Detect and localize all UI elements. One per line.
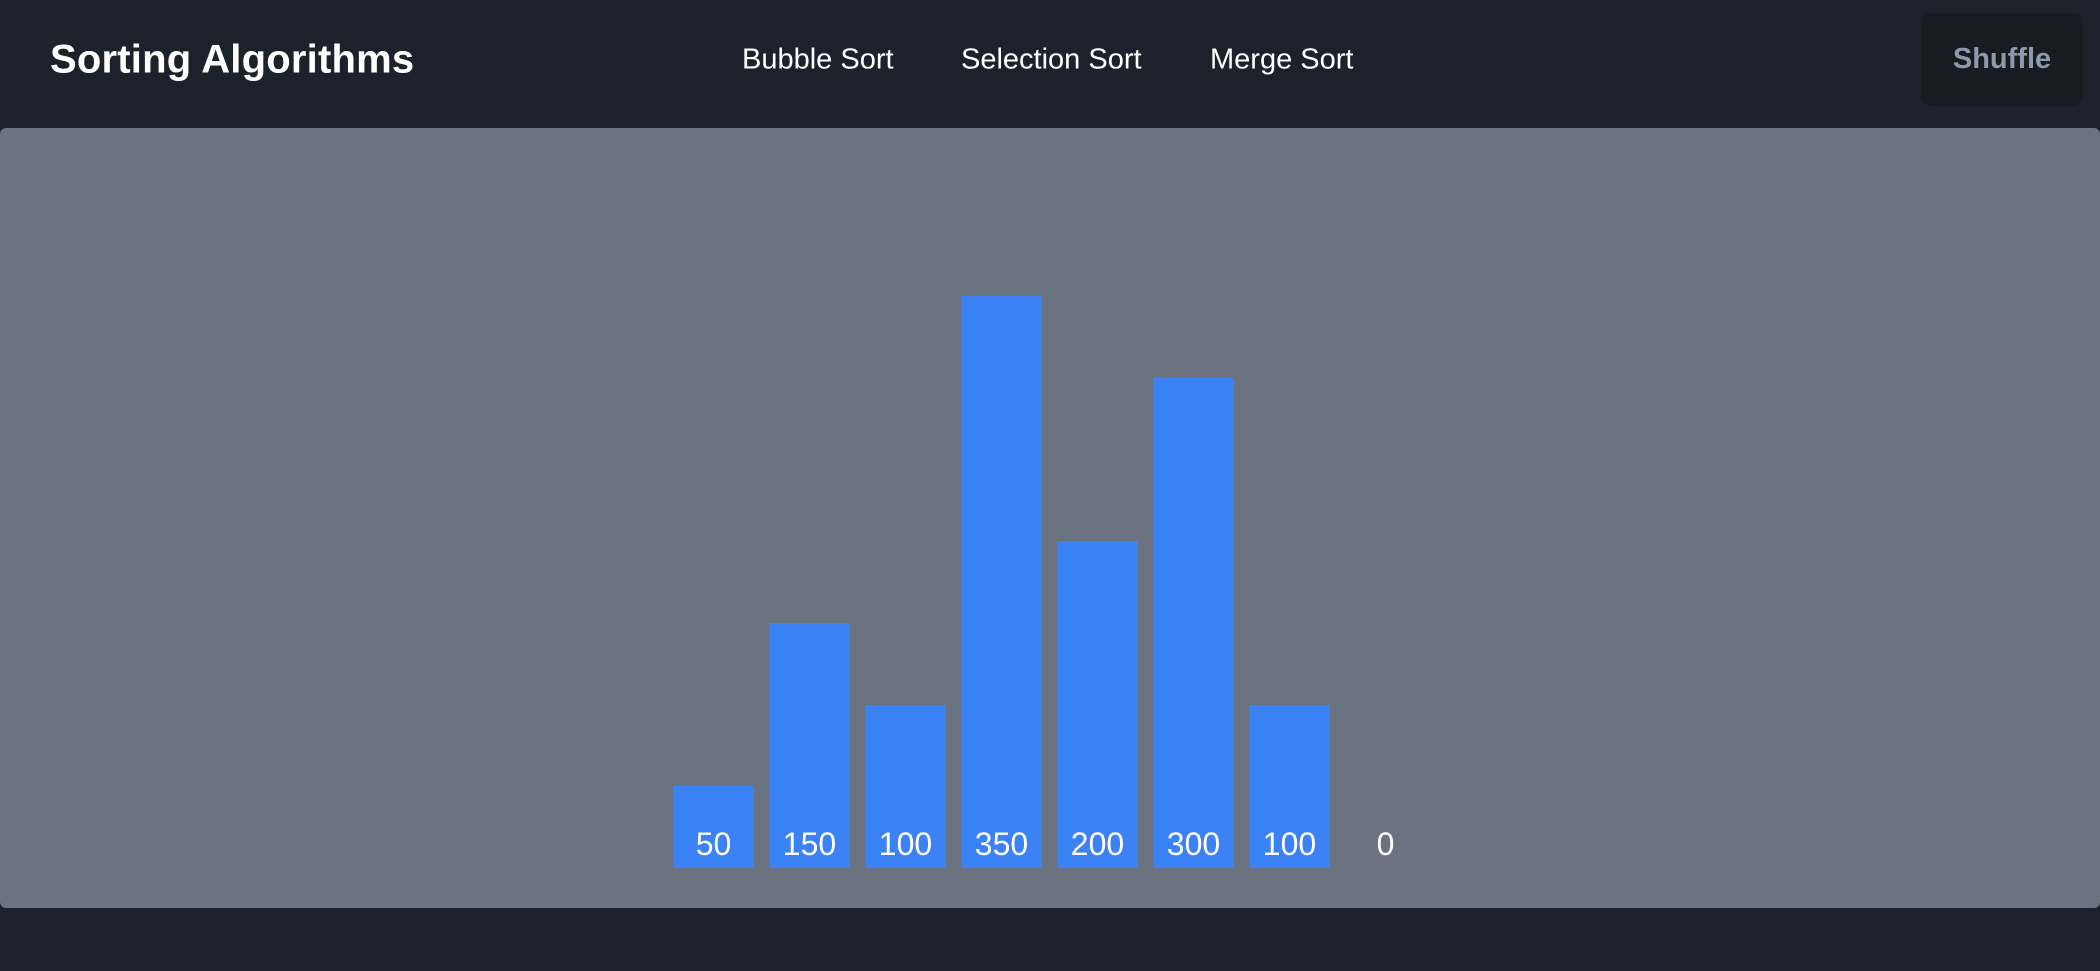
bar [961,296,1042,868]
app-title: Sorting Algorithms [50,37,415,82]
bar [769,623,850,868]
bar [1249,705,1330,868]
nav-merge-sort[interactable]: Merge Sort [1210,43,1354,76]
bar-value-label: 0 [1376,826,1395,862]
nav-bubble-sort[interactable]: Bubble Sort [742,43,894,76]
bar-value-label: 100 [878,826,933,862]
bar-chart-canvas: 50 150 100 350 200 300 100 0 [0,128,2100,908]
bar-value-label: 150 [782,826,837,862]
bar [1153,378,1234,868]
nav-selection-sort[interactable]: Selection Sort [961,43,1142,76]
bar-value-label: 200 [1070,826,1125,862]
bar [673,786,754,868]
bar [865,705,946,868]
bar-value-label: 50 [695,826,732,862]
shuffle-button[interactable]: Shuffle [1921,13,2083,106]
bar-value-label: 300 [1166,826,1221,862]
navbar: Sorting Algorithms Bubble Sort Selection… [0,0,2100,126]
bar-value-label: 100 [1262,826,1317,862]
bar-value-label: 350 [974,826,1029,862]
bar [1057,541,1138,868]
